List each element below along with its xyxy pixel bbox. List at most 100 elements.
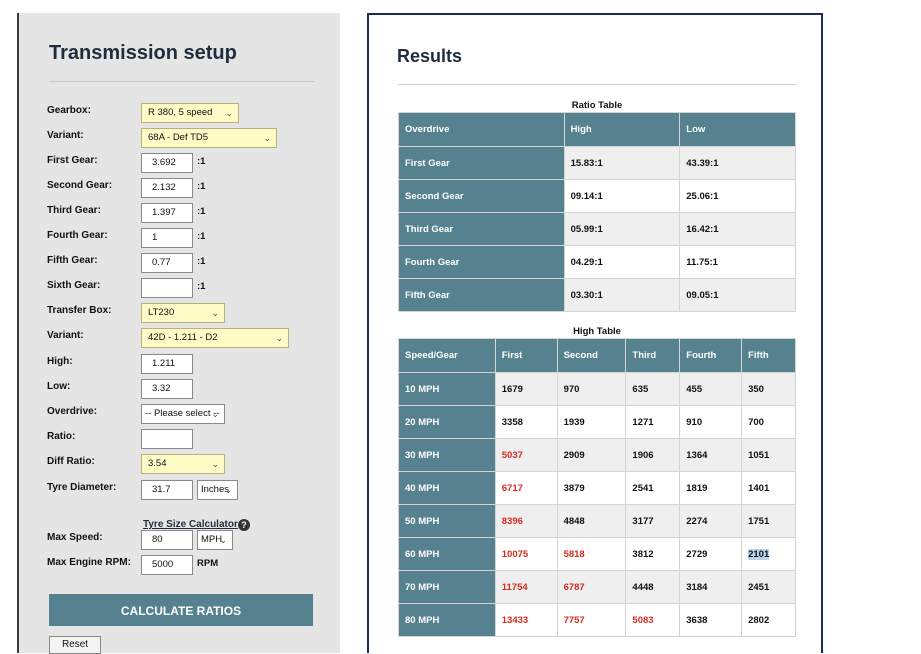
table-row: Third Gear 05.99:1 16.42:1 — [398, 212, 796, 246]
first-gear-row: First Gear: 3.692 :1 — [47, 153, 337, 175]
sixth-gear-input[interactable] — [141, 278, 193, 298]
chevron-down-icon: ⌄ — [211, 459, 219, 469]
tyre-size-calculator-link[interactable]: Tyre Size Calculator — [143, 519, 238, 530]
first-gear-input[interactable]: 3.692 — [141, 153, 193, 173]
table-cell: 8396 — [494, 504, 558, 538]
table-cell: 1364 — [679, 438, 743, 472]
table-cell: 2802 — [741, 603, 796, 637]
row-header-cell: 70 MPH — [398, 570, 496, 604]
diff-ratio-select[interactable]: 3.54 ⌄ — [141, 454, 225, 474]
gearbox-select[interactable]: R 380, 5 speed ⌄ — [141, 103, 239, 123]
ratio-label: Ratio: — [47, 431, 76, 442]
high-label: High: — [47, 356, 73, 367]
ratio-suffix: :1 — [197, 156, 206, 167]
table-cell: 1906 — [625, 438, 681, 472]
high-row: High: 1.211 — [47, 354, 337, 376]
second-gear-row: Second Gear: 2.132 :1 — [47, 178, 337, 200]
transmission-setup-panel: Transmission setup Gearbox: R 380, 5 spe… — [17, 13, 340, 654]
tyre-diameter-row: Tyre Diameter: 31.7 Inches ⌄ — [47, 480, 337, 502]
table-cell: 6787 — [556, 570, 627, 604]
table-cell: 5083 — [625, 603, 681, 637]
transfer-variant-select[interactable]: 42D - 1.211 - D2 ⌄ — [141, 328, 289, 348]
fourth-gear-input[interactable]: 1 — [141, 228, 193, 248]
transfer-box-select[interactable]: LT230 ⌄ — [141, 303, 225, 323]
table-row: Second Gear 09.14:1 25.06:1 — [398, 179, 796, 213]
table-cell: 5037 — [494, 438, 558, 472]
table-cell: 700 — [741, 405, 796, 439]
title-divider — [49, 81, 314, 82]
max-rpm-input[interactable]: 5000 — [141, 555, 193, 575]
table-cell: 1051 — [741, 438, 796, 472]
results-title: Results — [397, 46, 463, 66]
third-gear-label: Third Gear: — [47, 205, 101, 216]
table-cell: 2909 — [556, 438, 627, 472]
chevron-down-icon: ⌄ — [211, 308, 219, 318]
column-header: Fifth — [741, 338, 796, 373]
transfer-variant-row: Variant: 42D - 1.211 - D2 ⌄ — [47, 328, 337, 350]
table-cell: 2274 — [679, 504, 743, 538]
low-row: Low: 3.32 — [47, 379, 337, 401]
table-cell: 05.99:1 — [563, 212, 681, 246]
first-gear-label: First Gear: — [47, 155, 98, 166]
tyre-diameter-label: Tyre Diameter: — [47, 482, 117, 493]
ratio-table-header-row: Overdrive High Low — [398, 112, 796, 147]
chevron-down-icon: ⌄ — [225, 108, 233, 118]
chevron-down-icon: ⌄ — [219, 535, 227, 545]
overdrive-row: Overdrive: -- Please select -- ⌄ — [47, 404, 337, 426]
table-row: First Gear 15.83:1 43.39:1 — [398, 146, 796, 180]
third-gear-input[interactable]: 1.397 — [141, 203, 193, 223]
sixth-gear-row: Sixth Gear: :1 — [47, 278, 337, 300]
table-cell: 7757 — [556, 603, 627, 637]
table-cell: 04.29:1 — [563, 245, 681, 279]
fifth-gear-input[interactable]: 0.77 — [141, 253, 193, 273]
table-cell: 1401 — [741, 471, 796, 505]
variant-row: Variant: 68A - Def TD5 ⌄ — [47, 128, 337, 150]
row-header-cell: 40 MPH — [398, 471, 496, 505]
variant-select[interactable]: 68A - Def TD5 ⌄ — [141, 128, 277, 148]
chevron-down-icon: ⌄ — [224, 485, 232, 495]
high-input[interactable]: 1.211 — [141, 354, 193, 374]
low-input[interactable]: 3.32 — [141, 379, 193, 399]
max-rpm-row: Max Engine RPM: 5000 RPM — [47, 555, 337, 577]
calculate-ratios-button[interactable]: CALCULATE RATIOS — [49, 594, 313, 626]
table-cell: 910 — [679, 405, 743, 439]
ratio-suffix: :1 — [197, 256, 206, 267]
table-cell: 350 — [741, 372, 796, 406]
reset-button[interactable]: Reset — [49, 636, 101, 654]
diff-ratio-row: Diff Ratio: 3.54 ⌄ — [47, 454, 337, 476]
sixth-gear-label: Sixth Gear: — [47, 280, 101, 291]
table-cell: 10075 — [494, 537, 558, 571]
second-gear-input[interactable]: 2.132 — [141, 178, 193, 198]
table-row: 40 MPH 6717 3879 2541 1819 1401 — [398, 471, 796, 505]
table-cell: 09.05:1 — [679, 278, 796, 312]
table-cell: 1271 — [625, 405, 681, 439]
gearbox-row: Gearbox: R 380, 5 speed ⌄ — [47, 103, 337, 125]
fourth-gear-row: Fourth Gear: 1 :1 — [47, 228, 337, 250]
table-row: 70 MPH 11754 6787 4448 3184 2451 — [398, 570, 796, 604]
max-speed-row: Max Speed: 80 MPH ⌄ — [47, 530, 337, 552]
question-circle-icon[interactable]: ? — [238, 519, 250, 531]
table-cell: 5818 — [556, 537, 627, 571]
row-header-cell: Third Gear — [398, 212, 565, 246]
table-cell: 43.39:1 — [679, 146, 796, 180]
column-header: Speed/Gear — [398, 338, 496, 373]
speed-unit-select[interactable]: MPH ⌄ — [197, 530, 233, 550]
max-speed-input[interactable]: 80 — [141, 530, 193, 550]
table-cell: 2541 — [625, 471, 681, 505]
table-cell: 16.42:1 — [679, 212, 796, 246]
transfer-box-row: Transfer Box: LT230 ⌄ — [47, 303, 337, 325]
tyre-diameter-input[interactable]: 31.7 — [141, 480, 193, 500]
table-cell: 3358 — [494, 405, 558, 439]
overdrive-select[interactable]: -- Please select -- ⌄ — [141, 404, 225, 424]
table-row: Fourth Gear 04.29:1 11.75:1 — [398, 245, 796, 279]
variant-value: 68A - Def TD5 — [148, 132, 209, 143]
ratio-suffix: :1 — [197, 281, 206, 292]
table-cell: 3184 — [679, 570, 743, 604]
tyre-unit-select[interactable]: Inches ⌄ — [197, 480, 238, 500]
table-cell: 455 — [679, 372, 743, 406]
ratio-suffix: :1 — [197, 231, 206, 242]
ratio-input[interactable] — [141, 429, 193, 449]
ratio-table-caption: Ratio Table — [571, 100, 623, 111]
row-header-cell: First Gear — [398, 146, 565, 180]
table-cell: 6717 — [494, 471, 558, 505]
